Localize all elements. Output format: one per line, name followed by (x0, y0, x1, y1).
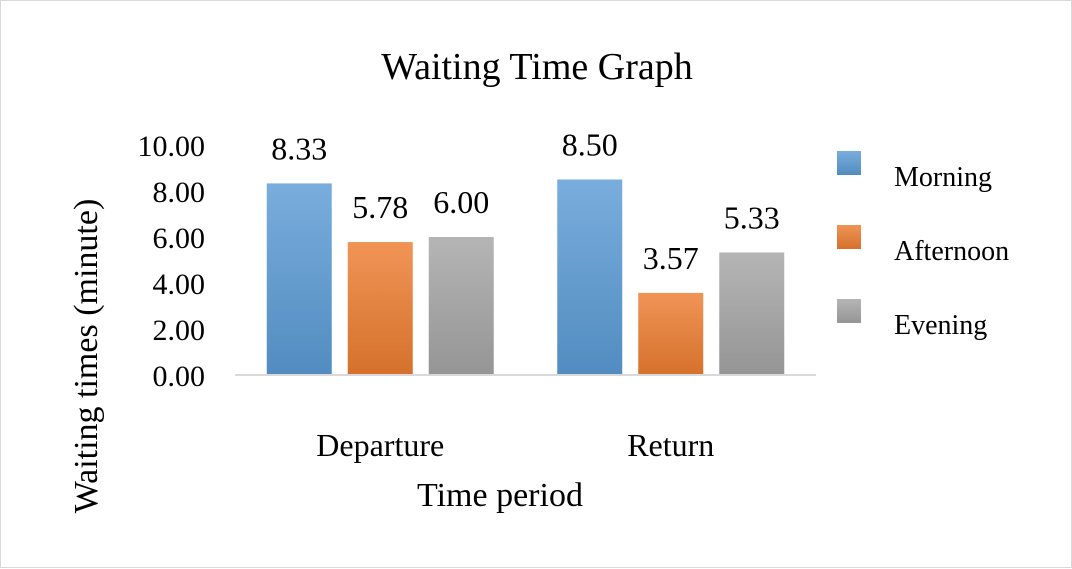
bar-afternoon-departure (347, 242, 413, 375)
y-tick-label: 4.00 (153, 268, 206, 301)
y-tick-label: 6.00 (153, 222, 206, 255)
legend-label-evening: Evening (894, 310, 987, 341)
bar-evening-return (719, 252, 785, 375)
y-tick-label: 0.00 (153, 360, 206, 393)
category-label-return: Return (627, 427, 714, 463)
legend-swatch-evening (837, 299, 861, 323)
legend: Morning Afternoon Evening (837, 151, 1009, 341)
data-label: 8.50 (562, 127, 618, 163)
bar-evening-departure (428, 237, 494, 375)
bar-group: 8.33 5.78 6.00 8.50 3.57 5.33 (266, 127, 785, 375)
data-label: 5.33 (724, 199, 780, 235)
bar-morning-departure (266, 183, 332, 375)
x-axis-title: Time period (417, 477, 583, 514)
y-tick-label: 2.00 (153, 314, 206, 347)
x-axis-categories: Departure Return (316, 427, 714, 463)
data-label: 5.78 (352, 189, 408, 225)
legend-swatch-afternoon (837, 225, 861, 249)
y-axis-title: Waiting times (minute) (68, 199, 105, 514)
bar-morning-return (557, 179, 623, 375)
data-label: 8.33 (271, 130, 327, 166)
y-tick-label: 8.00 (153, 176, 206, 209)
bar-afternoon-return (638, 292, 704, 375)
y-axis-ticks: 0.00 2.00 4.00 6.00 8.00 10.00 (138, 130, 206, 393)
legend-label-afternoon: Afternoon (894, 236, 1009, 267)
y-tick-label: 10.00 (138, 130, 206, 163)
category-label-departure: Departure (316, 427, 444, 463)
chart-title: Waiting Time Graph (381, 46, 693, 88)
data-label: 3.57 (643, 240, 699, 276)
data-label: 6.00 (433, 184, 489, 220)
legend-swatch-morning (837, 151, 861, 175)
legend-label-morning: Morning (894, 162, 992, 193)
